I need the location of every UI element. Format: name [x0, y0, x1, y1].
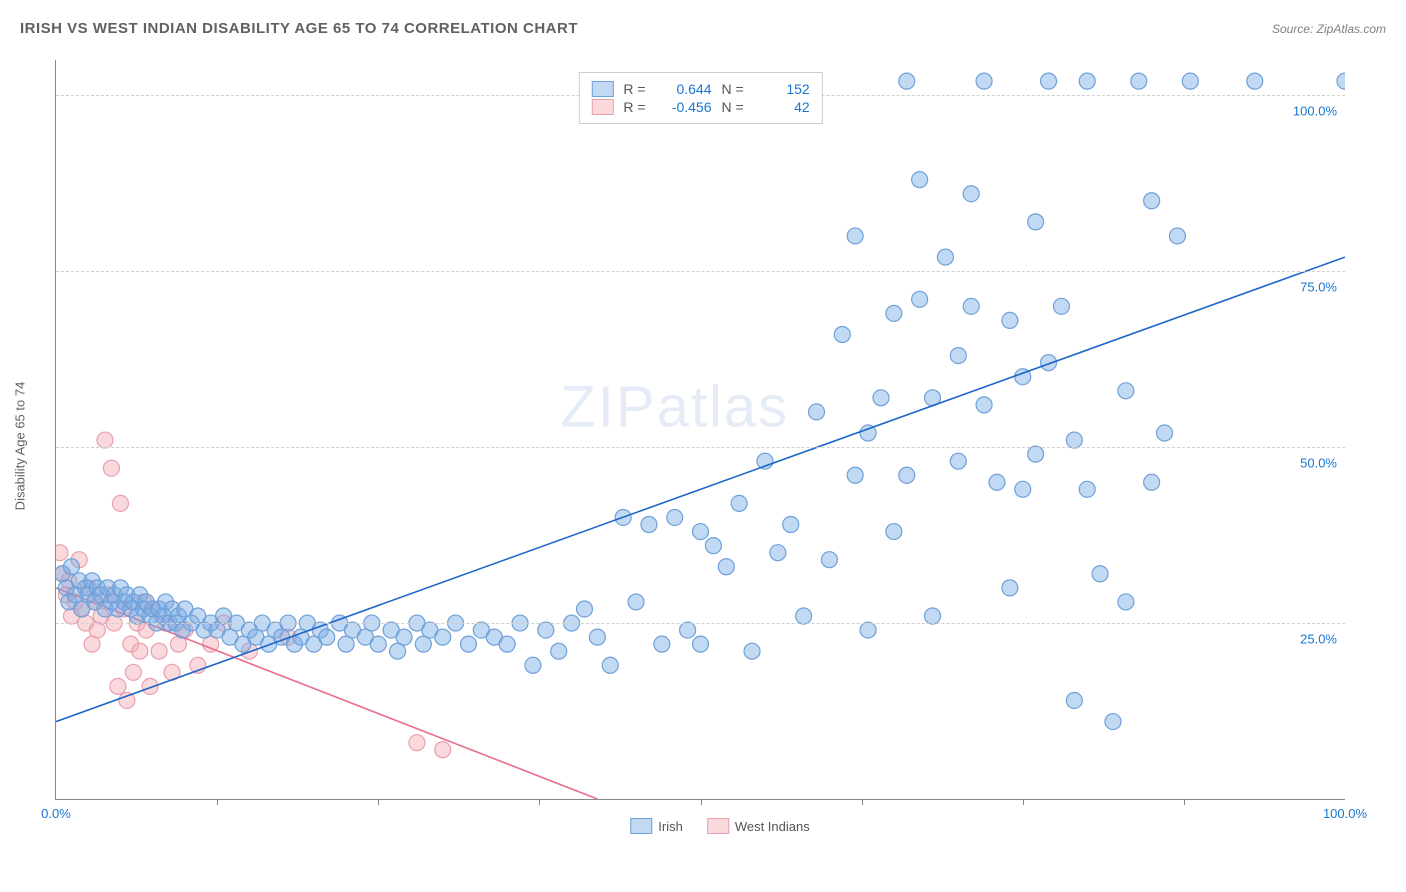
y-axis-label: Disability Age 65 to 74	[13, 382, 28, 511]
scatter-svg	[56, 60, 1345, 799]
legend-item-west-indians: West Indians	[707, 818, 810, 834]
y-tick-label: 25.0%	[1300, 632, 1337, 647]
y-tick-label: 100.0%	[1293, 104, 1337, 119]
n-label: N =	[722, 81, 744, 97]
r-label: R =	[623, 99, 645, 115]
chart-title: IRISH VS WEST INDIAN DISABILITY AGE 65 T…	[20, 20, 578, 37]
r-label: R =	[623, 81, 645, 97]
legend-item-irish: Irish	[630, 818, 683, 834]
series-legend: Irish West Indians	[630, 818, 809, 834]
legend-label-irish: Irish	[658, 819, 683, 834]
swatch-irish	[591, 81, 613, 97]
correlation-legend: R = 0.644 N = 152 R = -0.456 N = 42	[578, 72, 822, 124]
wi-n-value: 42	[754, 99, 810, 115]
source-attribution: Source: ZipAtlas.com	[1272, 22, 1386, 36]
legend-label-west-indians: West Indians	[735, 819, 810, 834]
swatch-west-indians	[707, 818, 729, 834]
swatch-west-indians	[591, 99, 613, 115]
legend-row-west-indians: R = -0.456 N = 42	[591, 99, 809, 115]
y-tick-label: 75.0%	[1300, 280, 1337, 295]
swatch-irish	[630, 818, 652, 834]
irish-r-value: 0.644	[656, 81, 712, 97]
chart-container: ZIPatlas R = 0.644 N = 152 R = -0.456 N …	[55, 50, 1385, 840]
legend-row-irish: R = 0.644 N = 152	[591, 81, 809, 97]
irish-n-value: 152	[754, 81, 810, 97]
y-tick-label: 50.0%	[1300, 456, 1337, 471]
x-tick-label: 0.0%	[41, 806, 71, 821]
plot-area: ZIPatlas R = 0.644 N = 152 R = -0.456 N …	[55, 60, 1345, 800]
wi-r-value: -0.456	[656, 99, 712, 115]
x-tick-label: 100.0%	[1323, 806, 1367, 821]
n-label: N =	[722, 99, 744, 115]
